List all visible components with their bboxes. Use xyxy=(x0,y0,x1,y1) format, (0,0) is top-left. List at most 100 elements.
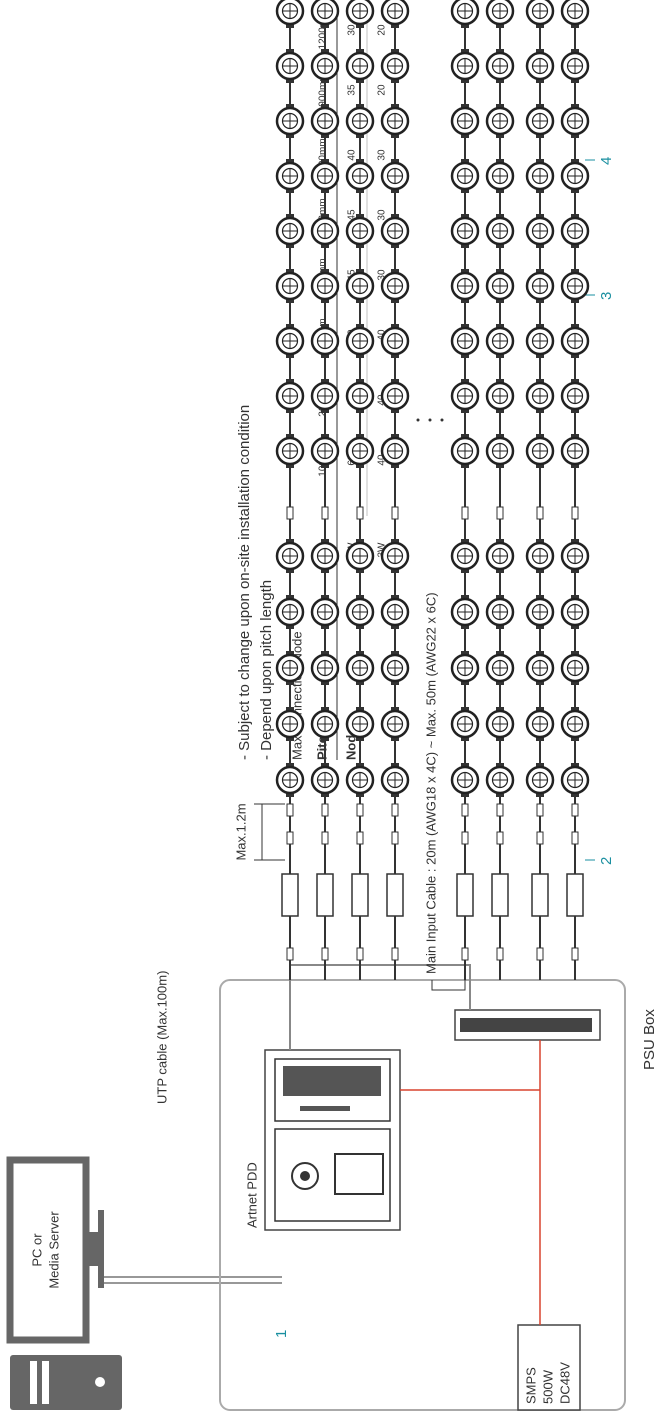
splice xyxy=(531,873,549,917)
node xyxy=(310,0,340,28)
node xyxy=(485,0,515,28)
node xyxy=(310,159,340,193)
node xyxy=(275,269,305,303)
node xyxy=(310,49,340,83)
node xyxy=(345,763,375,797)
node xyxy=(345,324,375,358)
node xyxy=(310,379,340,413)
node xyxy=(275,104,305,138)
node xyxy=(380,0,410,28)
node xyxy=(485,49,515,83)
artnet-label: Artnet PDD xyxy=(244,1162,259,1228)
node-cross xyxy=(533,773,547,787)
node xyxy=(450,104,480,138)
node-cross xyxy=(493,4,507,18)
node xyxy=(450,214,480,248)
node xyxy=(310,104,340,138)
node-cross xyxy=(283,4,297,18)
node xyxy=(345,49,375,83)
node-cross xyxy=(353,444,367,458)
node xyxy=(485,707,515,741)
connector xyxy=(571,506,579,520)
connector xyxy=(391,506,399,520)
node-cross xyxy=(283,224,297,238)
node-cross xyxy=(388,549,402,563)
node-cross xyxy=(283,334,297,348)
node-cross xyxy=(458,279,472,293)
node xyxy=(560,214,590,248)
node-cross xyxy=(388,169,402,183)
switch-ports xyxy=(460,1018,592,1032)
smps-box xyxy=(517,1324,581,1411)
node-cross xyxy=(568,773,582,787)
node-cross xyxy=(458,4,472,18)
node-cross xyxy=(458,59,472,73)
connector xyxy=(356,506,364,520)
connector xyxy=(321,831,329,845)
node xyxy=(275,379,305,413)
node-cross xyxy=(458,444,472,458)
connector xyxy=(286,506,294,520)
node xyxy=(485,379,515,413)
node-cross xyxy=(533,661,547,675)
node xyxy=(450,595,480,629)
node-cross xyxy=(458,389,472,403)
table-cell: 30 xyxy=(377,149,388,161)
utp-label: UTP cable (Max.100m) xyxy=(154,971,169,1104)
node-cross xyxy=(458,549,472,563)
table-cell: 40 xyxy=(377,454,388,466)
node-cross xyxy=(568,389,582,403)
bracket xyxy=(431,980,466,991)
node-cross xyxy=(318,605,332,619)
node xyxy=(560,269,590,303)
connector xyxy=(571,831,579,845)
node xyxy=(525,763,555,797)
splice xyxy=(456,873,474,917)
node-cross xyxy=(318,279,332,293)
connector xyxy=(496,506,504,520)
connector xyxy=(536,947,544,961)
node-cross xyxy=(493,224,507,238)
table-cell: 30 xyxy=(347,24,358,36)
node xyxy=(485,651,515,685)
node-cross xyxy=(458,773,472,787)
node xyxy=(345,104,375,138)
node-cross xyxy=(458,114,472,128)
node xyxy=(525,214,555,248)
node xyxy=(310,539,340,573)
node xyxy=(380,49,410,83)
node-cross xyxy=(388,114,402,128)
node-cross xyxy=(533,59,547,73)
node-cross xyxy=(283,661,297,675)
connector xyxy=(356,947,364,961)
node-cross xyxy=(318,334,332,348)
max-length-label: Max.1.2m xyxy=(233,803,248,860)
pc-label: PC or xyxy=(29,1233,44,1267)
node-cross xyxy=(568,59,582,73)
node xyxy=(275,707,305,741)
node xyxy=(380,539,410,573)
connector xyxy=(391,947,399,961)
node-cross xyxy=(353,224,367,238)
note: - Subject to change upon on-site install… xyxy=(236,405,253,760)
node xyxy=(485,595,515,629)
node-cross xyxy=(283,773,297,787)
node xyxy=(275,49,305,83)
node xyxy=(525,49,555,83)
table-cell: 35 xyxy=(347,84,358,96)
connector xyxy=(536,506,544,520)
connector xyxy=(461,506,469,520)
node-cross xyxy=(568,169,582,183)
connector xyxy=(321,803,329,817)
connector xyxy=(496,947,504,961)
connector xyxy=(571,947,579,961)
layer: 100mm200mm300mm500mm600mm700mm900mm1200m… xyxy=(275,0,590,980)
node-cross xyxy=(533,169,547,183)
smps-label: DC48V xyxy=(557,1362,572,1404)
node xyxy=(380,763,410,797)
node xyxy=(275,539,305,573)
psu-box-label: PSU Box xyxy=(641,1009,658,1070)
node xyxy=(380,651,410,685)
node-cross xyxy=(458,169,472,183)
node-cross xyxy=(353,661,367,675)
